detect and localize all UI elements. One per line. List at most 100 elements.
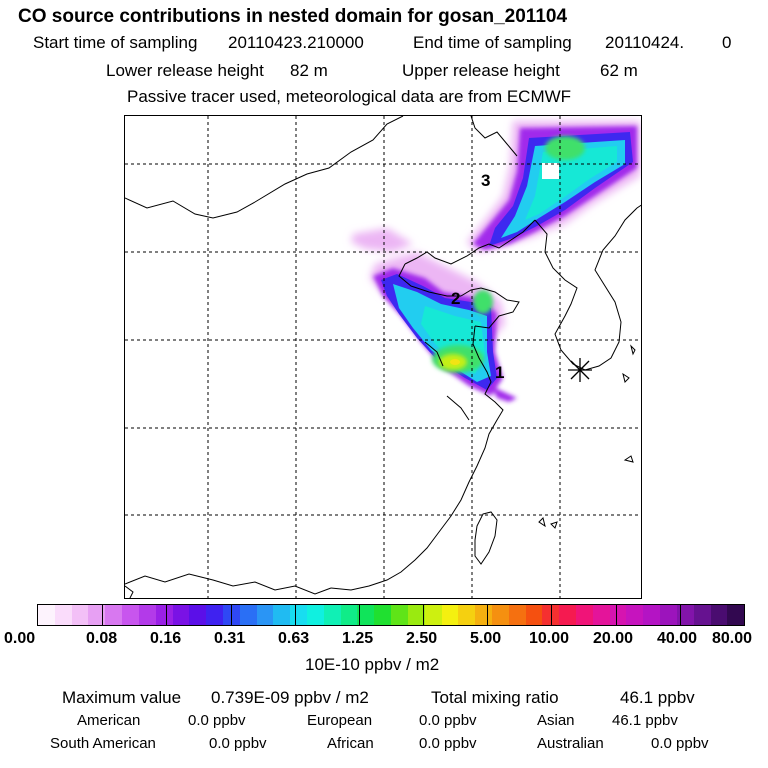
- map-title: CO source contributions in nested domain…: [18, 6, 568, 27]
- colorbar-tick-8: 10.00: [529, 630, 570, 647]
- colorbar-cell: [88, 605, 106, 625]
- colorbar-tick-7: 5.00: [470, 630, 502, 647]
- colorbar-separator: [358, 605, 360, 625]
- colorbar-cell: [609, 605, 627, 625]
- upper-height-label: Upper release height: [402, 61, 560, 80]
- colorbar-cell: [155, 605, 173, 625]
- colorbar-cell: [676, 605, 694, 625]
- colorbar-cell: [307, 605, 324, 625]
- region-name-american: American: [77, 712, 141, 729]
- colorbar-cell: [441, 605, 459, 625]
- region-name-african: African: [327, 735, 374, 752]
- total-mixing-label: Total mixing ratio: [431, 688, 559, 707]
- end-time-label: End time of sampling: [413, 33, 572, 52]
- colorbar-tick-11: 80.00: [712, 630, 753, 647]
- trajectory-label-1: 1: [495, 363, 504, 382]
- colorbar-cell: [105, 605, 123, 625]
- colorbar-tick-9: 20.00: [593, 630, 634, 647]
- colorbar-tick-0: 0.00: [4, 630, 36, 647]
- colorbar-tick-1: 0.08: [86, 630, 118, 647]
- map-panel: 3 2 1: [124, 115, 642, 599]
- colorbar-cell: [340, 605, 358, 625]
- max-value-label: Maximum value: [62, 688, 182, 707]
- concentration-plume: [351, 121, 640, 402]
- colorbar-tick-10: 40.00: [657, 630, 698, 647]
- region-value-european: 0.0 ppbv: [419, 712, 477, 729]
- colorbar-separator: [679, 605, 681, 625]
- colorbar-cell: [542, 605, 560, 625]
- colorbar-cell: [138, 605, 156, 625]
- colorbar-cell: [172, 605, 190, 625]
- colorbar-separator: [166, 605, 168, 625]
- colorbar-cell: [458, 605, 476, 625]
- map-grid: [125, 116, 641, 598]
- colorbar-cell: [491, 605, 509, 625]
- colorbar-tick-4: 0.63: [278, 630, 310, 647]
- station-star-icon: [568, 358, 592, 382]
- region-value-south-american: 0.0 ppbv: [209, 735, 267, 752]
- colorbar-cell: [424, 605, 442, 625]
- colorbar-cell: [290, 605, 307, 625]
- colorbar-separator: [230, 605, 232, 625]
- colorbar-cell: [189, 605, 207, 625]
- colorbar-cell: [71, 605, 89, 625]
- colorbar-cell: [525, 605, 543, 625]
- colorbar-cell: [559, 605, 576, 625]
- colorbar-separator: [615, 605, 617, 625]
- colorbar-cell: [643, 605, 661, 625]
- lower-height-value: 82 m: [290, 61, 328, 80]
- colorbar-cell: [592, 605, 610, 625]
- colorbar-cell: [374, 605, 392, 625]
- colorbar-cell: [660, 605, 677, 625]
- colorbar-cell: [122, 605, 139, 625]
- colorbar-cell: [693, 605, 711, 625]
- region-value-african: 0.0 ppbv: [419, 735, 477, 752]
- colorbar-tick-5: 1.25: [342, 630, 374, 647]
- lower-height-label: Lower release height: [106, 61, 264, 80]
- colorbar-cell: [626, 605, 644, 625]
- colorbar-cell: [323, 605, 341, 625]
- colorbar-cell: [508, 605, 526, 625]
- region-value-australian: 0.0 ppbv: [651, 735, 709, 752]
- trajectory-label-2: 2: [451, 289, 460, 308]
- colorbar-separator: [294, 605, 296, 625]
- colorbar-cell: [256, 605, 274, 625]
- colorbar-separator: [487, 605, 489, 625]
- colorbar-tick-3: 0.31: [214, 630, 246, 647]
- colorbar-cell: [273, 605, 291, 625]
- colorbar-cell: [475, 605, 492, 625]
- region-name-asian: Asian: [537, 712, 575, 729]
- region-name-european: European: [307, 712, 373, 729]
- region-value-asian: 46.1 ppbv: [612, 712, 678, 729]
- region-value-american: 0.0 ppbv: [188, 712, 246, 729]
- start-time-value: 20110423.210000: [228, 33, 364, 52]
- colorbar-tick-6: 2.50: [406, 630, 438, 647]
- colorbar-cell: [54, 605, 72, 625]
- colorbar-cell: [391, 605, 408, 625]
- colorbar: [37, 604, 745, 626]
- colorbar-cell: [357, 605, 375, 625]
- region-name-south-american: South American: [50, 735, 156, 752]
- trajectory-label-3: 3: [481, 171, 490, 190]
- end-time-value: 20110424.: [605, 33, 685, 52]
- colorbar-cell: [710, 605, 728, 625]
- tracer-note: Passive tracer used, meteorological data…: [127, 87, 572, 106]
- map-canvas: 3 2 1: [125, 116, 641, 598]
- colorbar-separator: [551, 605, 553, 625]
- max-value: 0.739E-09 ppbv / m2: [211, 688, 369, 707]
- colorbar-cell: [206, 605, 223, 625]
- start-time-label: Start time of sampling: [33, 33, 198, 52]
- colorbar-separator: [423, 605, 425, 625]
- colorbar-cell: [38, 605, 55, 625]
- upper-height-value: 62 m: [600, 61, 638, 80]
- total-mixing-value: 46.1 ppbv: [620, 688, 695, 707]
- colorbar-cell: [407, 605, 425, 625]
- colorbar-unit: 10E-10 ppbv / m2: [305, 655, 440, 674]
- end-time-suffix: 0: [722, 33, 732, 52]
- colorbar-cell: [727, 605, 745, 625]
- colorbar-cell: [239, 605, 257, 625]
- region-name-australian: Australian: [537, 735, 604, 752]
- colorbar-tick-2: 0.16: [150, 630, 182, 647]
- colorbar-separator: [102, 605, 104, 625]
- colorbar-cell: [576, 605, 593, 625]
